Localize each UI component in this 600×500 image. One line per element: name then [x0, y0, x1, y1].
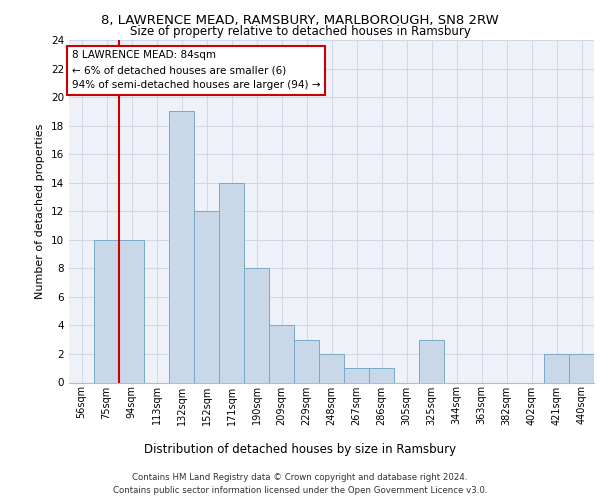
Bar: [319, 354, 344, 382]
Bar: [419, 340, 444, 382]
Bar: [569, 354, 594, 382]
Bar: [269, 326, 294, 382]
Bar: [244, 268, 269, 382]
Text: Size of property relative to detached houses in Ramsbury: Size of property relative to detached ho…: [130, 25, 470, 38]
Text: Distribution of detached houses by size in Ramsbury: Distribution of detached houses by size …: [144, 442, 456, 456]
Bar: [219, 182, 244, 382]
Y-axis label: Number of detached properties: Number of detached properties: [35, 124, 46, 299]
Bar: [544, 354, 569, 382]
Bar: [119, 240, 144, 382]
Bar: [94, 240, 119, 382]
Bar: [169, 112, 194, 382]
Text: 8, LAWRENCE MEAD, RAMSBURY, MARLBOROUGH, SN8 2RW: 8, LAWRENCE MEAD, RAMSBURY, MARLBOROUGH,…: [101, 14, 499, 27]
Bar: [194, 211, 219, 382]
Text: Contains HM Land Registry data © Crown copyright and database right 2024.
Contai: Contains HM Land Registry data © Crown c…: [113, 473, 487, 495]
Bar: [369, 368, 394, 382]
Text: 8 LAWRENCE MEAD: 84sqm
← 6% of detached houses are smaller (6)
94% of semi-detac: 8 LAWRENCE MEAD: 84sqm ← 6% of detached …: [71, 50, 320, 90]
Bar: [294, 340, 319, 382]
Bar: [344, 368, 369, 382]
